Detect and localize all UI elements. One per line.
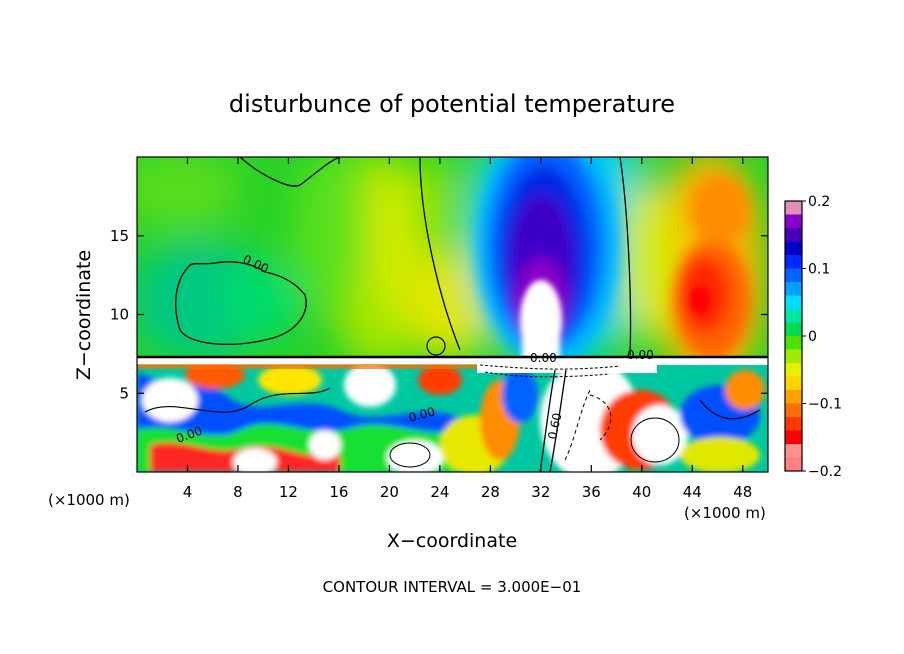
x-tick-label: 48 xyxy=(733,483,752,501)
contour-line xyxy=(479,364,621,370)
contour-label-group: 0.00 0.00 0.00 0.00 0.00 0.60 xyxy=(174,252,653,446)
colorbar-segment xyxy=(785,228,802,242)
colorbar-segment xyxy=(785,214,802,229)
x-tick-label: 36 xyxy=(582,483,601,501)
x-tick-label: 28 xyxy=(481,483,500,501)
colorbar-segment xyxy=(785,241,802,256)
colorbar-segment xyxy=(785,376,802,391)
colorbar-segment xyxy=(785,295,802,310)
x-tick-label: 8 xyxy=(233,483,243,501)
y-tick-label: 5 xyxy=(119,384,129,402)
x-tick-label: 24 xyxy=(430,483,449,501)
colorbar-segment xyxy=(785,430,802,445)
contour-line xyxy=(549,369,567,472)
x-tick-label: 12 xyxy=(279,483,298,501)
contour-label: 0.60 xyxy=(545,412,564,441)
chart-title: disturbunce of potential temperature xyxy=(229,90,675,118)
contour-label: 0.00 xyxy=(627,348,654,362)
colorbar-tick-label: 0.2 xyxy=(808,194,830,210)
contour-line xyxy=(589,394,612,441)
x-tick-label: 16 xyxy=(329,483,348,501)
x-tick-label: 20 xyxy=(380,483,399,501)
y-axis-label: Z−coordinate xyxy=(73,250,95,380)
contour-line xyxy=(564,389,591,461)
colorbar-segment xyxy=(785,309,802,323)
contour-line xyxy=(484,371,611,378)
colorbar-tick-label: −0.2 xyxy=(808,464,842,480)
contour-label: 0.00 xyxy=(530,351,557,365)
colorbar-segment xyxy=(785,282,802,296)
colorbar-segment xyxy=(785,363,802,377)
contour-line xyxy=(389,442,431,468)
colorbar-segment xyxy=(785,457,802,472)
x-unit-left: (×1000 m) xyxy=(48,491,130,509)
contour-line xyxy=(699,399,761,420)
x-tick-label: 40 xyxy=(632,483,651,501)
colorbar-segment xyxy=(785,390,802,404)
colorbar-tick-label: −0.1 xyxy=(808,397,842,413)
x-tick-label: 32 xyxy=(531,483,550,501)
colorbar-segment xyxy=(785,417,802,431)
contour-interval-footer: CONTOUR INTERVAL = 3.000E−01 xyxy=(323,578,582,596)
x-unit-right: (×1000 m) xyxy=(684,504,766,522)
x-tick-label: 44 xyxy=(683,483,702,501)
potential-temperature-field xyxy=(137,157,768,472)
contour-line xyxy=(419,157,461,351)
contour-line xyxy=(239,157,341,187)
upper-field xyxy=(137,157,765,357)
contour-line xyxy=(539,369,556,472)
colorbar-segment xyxy=(785,201,802,215)
x-axis: 4 8 12 16 20 24 28 32 36 40 44 48 xyxy=(183,157,752,501)
colorbar-segment xyxy=(785,403,802,418)
contour-line xyxy=(426,336,446,356)
colorbar-segment xyxy=(785,255,802,269)
y-tick-label: 15 xyxy=(110,227,129,245)
contour-line xyxy=(630,417,680,463)
colorbar: 0.2 0.1 0 −0.1 −0.2 xyxy=(784,194,842,480)
lower-field xyxy=(137,357,768,472)
contour-line xyxy=(175,261,307,345)
colorbar-segment xyxy=(785,322,802,337)
contour-line xyxy=(144,387,331,413)
contour-label: 0.00 xyxy=(407,404,436,424)
colorbar-segment xyxy=(785,349,802,364)
colorbar-segment xyxy=(785,268,802,283)
y-tick-label: 10 xyxy=(110,306,129,324)
colorbar-segment xyxy=(785,444,802,458)
colorbar-segment xyxy=(785,336,802,350)
x-tick-label: 4 xyxy=(183,483,193,501)
x-axis-label: X−coordinate xyxy=(387,530,517,552)
contour-line xyxy=(619,157,632,356)
colorbar-tick-label: 0.1 xyxy=(808,262,830,278)
y-axis: 5 10 15 xyxy=(110,227,768,402)
colorbar-tick-label: 0 xyxy=(808,329,817,345)
